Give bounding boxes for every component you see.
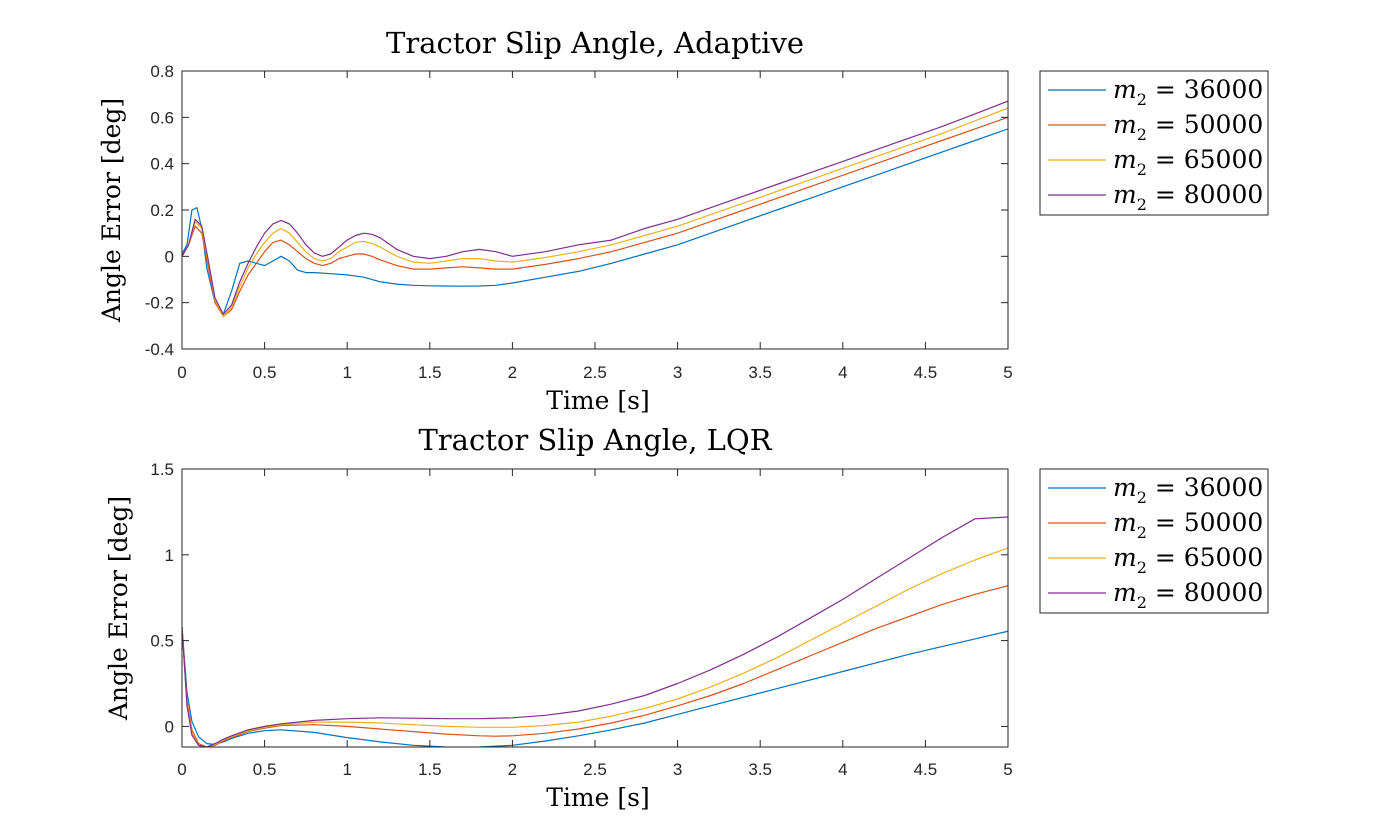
legend-var: m <box>1113 180 1137 209</box>
x-tick-label: 4.5 <box>914 760 938 779</box>
y-axis-label: Angle Error [deg] <box>104 496 133 721</box>
legend-box <box>1039 70 1269 216</box>
x-tick-label: 0.5 <box>253 760 277 779</box>
chart-title: Tractor Slip Angle, LQR <box>418 423 772 457</box>
chart-lqr: 0 0.5 1 1.5 2 2.5 3 3.5 4 4.5 5 0 0.5 1 1.5 Tractor Sli… <box>104 423 1269 812</box>
legend-rest: = 80000 <box>1147 578 1263 607</box>
x-axis-label: Time [s] <box>546 386 649 415</box>
x-axis-label: Time [s] <box>546 783 649 812</box>
y-tick-label: 0 <box>165 247 174 266</box>
legend-label-3: m2 = 80000 <box>1113 578 1263 612</box>
legend-rest: = 80000 <box>1147 180 1263 209</box>
legend-var: m <box>1113 508 1137 537</box>
x-tick-label: 2 <box>508 760 517 779</box>
x-tick-label: 3.5 <box>748 363 772 382</box>
y-tick-label: 0.5 <box>150 632 174 651</box>
legend-sub: 2 <box>1137 90 1147 109</box>
y-tick-label: 0 <box>165 717 174 736</box>
legend-rest: = 65000 <box>1147 543 1263 572</box>
legend-label-2: m2 = 65000 <box>1113 543 1263 577</box>
series-line-2 <box>182 107 1008 318</box>
x-tick-label: 1.5 <box>418 760 442 779</box>
x-tick-label: 2.5 <box>583 363 607 382</box>
y-axis-label: Angle Error [deg] <box>97 98 126 323</box>
series-line-0 <box>182 626 1008 747</box>
legend-label-0: m2 = 36000 <box>1113 75 1263 109</box>
x-tick-label: 3 <box>673 760 682 779</box>
legend-var: m <box>1113 543 1137 572</box>
legend-sub: 2 <box>1137 488 1147 507</box>
y-tick-label: 0.4 <box>150 155 174 174</box>
legend-box <box>1039 468 1269 614</box>
series-line-1 <box>182 116 1008 318</box>
y-tick-label: -0.2 <box>145 294 174 313</box>
x-tick-label: 1.5 <box>418 363 442 382</box>
legend-sub: 2 <box>1137 125 1147 144</box>
legend-sub: 2 <box>1137 195 1147 214</box>
x-tick-label: 3 <box>673 363 682 382</box>
legend-label-0: m2 = 36000 <box>1113 473 1263 507</box>
legend-sub: 2 <box>1137 593 1147 612</box>
plot-box <box>181 468 1009 748</box>
legend-var: m <box>1113 145 1137 174</box>
legend-rest: = 50000 <box>1147 508 1263 537</box>
legend-label-1: m2 = 50000 <box>1113 508 1263 542</box>
x-tick-label: 1 <box>342 760 351 779</box>
legend-sub: 2 <box>1137 160 1147 179</box>
series-lines <box>182 516 1008 747</box>
legend-var: m <box>1113 75 1137 104</box>
x-tick-label: 5 <box>1003 760 1012 779</box>
legend-var: m <box>1113 473 1137 502</box>
x-tick-label: 2 <box>508 363 517 382</box>
legend-var: m <box>1113 110 1137 139</box>
series-lines <box>182 100 1008 318</box>
chart-adaptive: 0 0.5 1 1.5 2 2.5 3 3.5 4 4.5 5 -0.4 -0.2 0 0.2 0.4 0.6 0… <box>97 26 1269 415</box>
legend-rest: = 65000 <box>1147 145 1263 174</box>
legend-label-1: m2 = 50000 <box>1113 110 1263 144</box>
series-line-1 <box>182 585 1008 747</box>
legend-rest: = 36000 <box>1147 473 1263 502</box>
legend-sub: 2 <box>1137 558 1147 577</box>
x-tick-label: 1 <box>342 363 351 382</box>
y-tick-label: -0.4 <box>145 340 174 359</box>
chart-title: Tractor Slip Angle, Adaptive <box>386 26 804 60</box>
y-tick-label: 1 <box>165 546 174 565</box>
y-tick-label: 1.5 <box>150 460 174 479</box>
x-tick-label: 4.5 <box>914 363 938 382</box>
series-line-3 <box>182 516 1008 747</box>
y-tick-label: 0.8 <box>150 62 174 81</box>
plot-box <box>181 70 1009 350</box>
legend-rest: = 50000 <box>1147 110 1263 139</box>
y-tick-label: 0.6 <box>150 108 174 127</box>
y-tick-label: 0.2 <box>150 201 174 220</box>
legend-sub: 2 <box>1137 523 1147 542</box>
x-tick-label: 2.5 <box>583 760 607 779</box>
legend-label-3: m2 = 80000 <box>1113 180 1263 214</box>
series-line-2 <box>182 547 1008 747</box>
series-line-0 <box>182 128 1008 315</box>
series-line-3 <box>182 100 1008 315</box>
x-tick-label: 3.5 <box>748 760 772 779</box>
x-tick-label: 4 <box>838 363 847 382</box>
x-tick-label: 0 <box>177 363 186 382</box>
x-tick-label: 5 <box>1003 363 1012 382</box>
legend-var: m <box>1113 578 1137 607</box>
x-tick-label: 4 <box>838 760 847 779</box>
x-tick-label: 0 <box>177 760 186 779</box>
legend-rest: = 36000 <box>1147 75 1263 104</box>
x-tick-label: 0.5 <box>253 363 277 382</box>
legend-label-2: m2 = 65000 <box>1113 145 1263 179</box>
